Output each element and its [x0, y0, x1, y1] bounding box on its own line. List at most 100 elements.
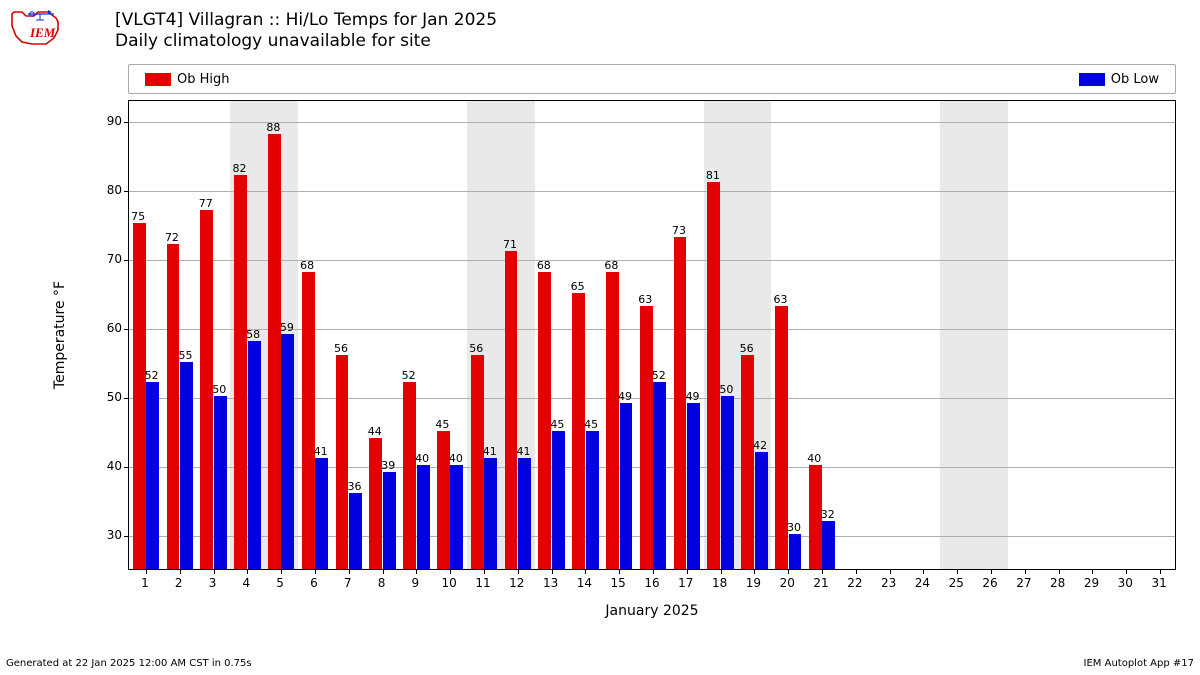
low-bar-label: 52	[145, 369, 159, 382]
low-bar-label: 52	[652, 369, 666, 382]
xtick-label: 18	[712, 576, 727, 590]
low-bar	[687, 403, 700, 569]
xtick-label: 17	[678, 576, 693, 590]
xtick-label: 29	[1084, 576, 1099, 590]
high-bar	[369, 438, 382, 569]
high-bar-label: 77	[199, 197, 213, 210]
xtick-mark	[1025, 569, 1026, 574]
high-bar	[674, 237, 687, 569]
low-bar	[484, 458, 497, 569]
ytick-label: 90	[107, 114, 122, 128]
xtick-mark	[754, 569, 755, 574]
low-bar	[586, 431, 599, 569]
low-bar-label: 32	[821, 508, 835, 521]
xtick-label: 14	[577, 576, 592, 590]
xtick-mark	[146, 569, 147, 574]
xtick-label: 28	[1050, 576, 1065, 590]
low-bar-label: 41	[314, 445, 328, 458]
high-bar-label: 63	[638, 293, 652, 306]
xtick-label: 22	[847, 576, 862, 590]
low-bar	[822, 521, 835, 569]
high-bar	[505, 251, 518, 569]
high-bar	[606, 272, 619, 569]
xtick-mark	[1160, 569, 1161, 574]
low-bar	[383, 472, 396, 569]
high-bar-label: 75	[131, 210, 145, 223]
weekend-band	[940, 101, 1008, 569]
xtick-mark	[1059, 569, 1060, 574]
gridline	[129, 260, 1175, 261]
legend-swatch-high	[145, 73, 171, 86]
low-bar-label: 50	[212, 383, 226, 396]
xtick-mark	[450, 569, 451, 574]
low-bar-label: 42	[753, 439, 767, 452]
xtick-mark	[416, 569, 417, 574]
high-bar	[167, 244, 180, 569]
high-bar	[741, 355, 754, 569]
footer-generated: Generated at 22 Jan 2025 12:00 AM CST in…	[6, 658, 252, 669]
xtick-label: 4	[242, 576, 250, 590]
low-bar	[721, 396, 734, 569]
chart-title: [VLGT4] Villagran :: Hi/Lo Temps for Jan…	[115, 10, 497, 53]
xtick-mark	[653, 569, 654, 574]
svg-text:IEM: IEM	[29, 25, 56, 40]
xtick-mark	[349, 569, 350, 574]
xtick-label: 6	[310, 576, 318, 590]
ytick-label: 50	[107, 390, 122, 404]
xtick-mark	[1092, 569, 1093, 574]
low-bar-label: 36	[348, 480, 362, 493]
low-bar	[146, 382, 159, 569]
legend-label-low: Ob Low	[1111, 72, 1159, 87]
high-bar	[471, 355, 484, 569]
xtick-mark	[484, 569, 485, 574]
high-bar	[538, 272, 551, 569]
high-bar-label: 56	[334, 342, 348, 355]
low-bar-label: 55	[178, 349, 192, 362]
plot-area	[128, 100, 1176, 570]
xtick-mark	[923, 569, 924, 574]
low-bar	[620, 403, 633, 569]
xtick-label: 21	[813, 576, 828, 590]
ytick-label: 40	[107, 459, 122, 473]
xtick-mark	[890, 569, 891, 574]
low-bar	[248, 341, 261, 569]
legend-swatch-low	[1079, 73, 1105, 86]
xtick-label: 31	[1151, 576, 1166, 590]
xtick-label: 23	[881, 576, 896, 590]
low-bar	[518, 458, 531, 569]
xtick-label: 24	[915, 576, 930, 590]
high-bar-label: 73	[672, 224, 686, 237]
x-axis-label: January 2025	[605, 603, 698, 619]
legend-label-high: Ob High	[177, 72, 230, 87]
high-bar-label: 45	[435, 418, 449, 431]
high-bar	[640, 306, 653, 569]
ytick-mark	[124, 467, 129, 468]
low-bar-label: 49	[618, 390, 632, 403]
xtick-label: 2	[175, 576, 183, 590]
ytick-label: 80	[107, 183, 122, 197]
low-bar-label: 58	[246, 328, 260, 341]
xtick-mark	[822, 569, 823, 574]
high-bar	[775, 306, 788, 569]
xtick-label: 30	[1118, 576, 1133, 590]
low-bar-label: 30	[787, 521, 801, 534]
ytick-label: 60	[107, 321, 122, 335]
high-bar	[133, 223, 146, 569]
low-bar	[281, 334, 294, 569]
xtick-label: 20	[780, 576, 795, 590]
low-bar-label: 40	[415, 452, 429, 465]
xtick-label: 16	[644, 576, 659, 590]
high-bar-label: 68	[300, 259, 314, 272]
xtick-mark	[518, 569, 519, 574]
xtick-label: 19	[746, 576, 761, 590]
xtick-label: 15	[611, 576, 626, 590]
xtick-label: 8	[378, 576, 386, 590]
xtick-mark	[619, 569, 620, 574]
xtick-label: 27	[1016, 576, 1031, 590]
high-bar-label: 52	[402, 369, 416, 382]
xtick-mark	[180, 569, 181, 574]
high-bar-label: 81	[706, 169, 720, 182]
high-bar	[234, 175, 247, 569]
ytick-mark	[124, 260, 129, 261]
low-bar	[653, 382, 666, 569]
